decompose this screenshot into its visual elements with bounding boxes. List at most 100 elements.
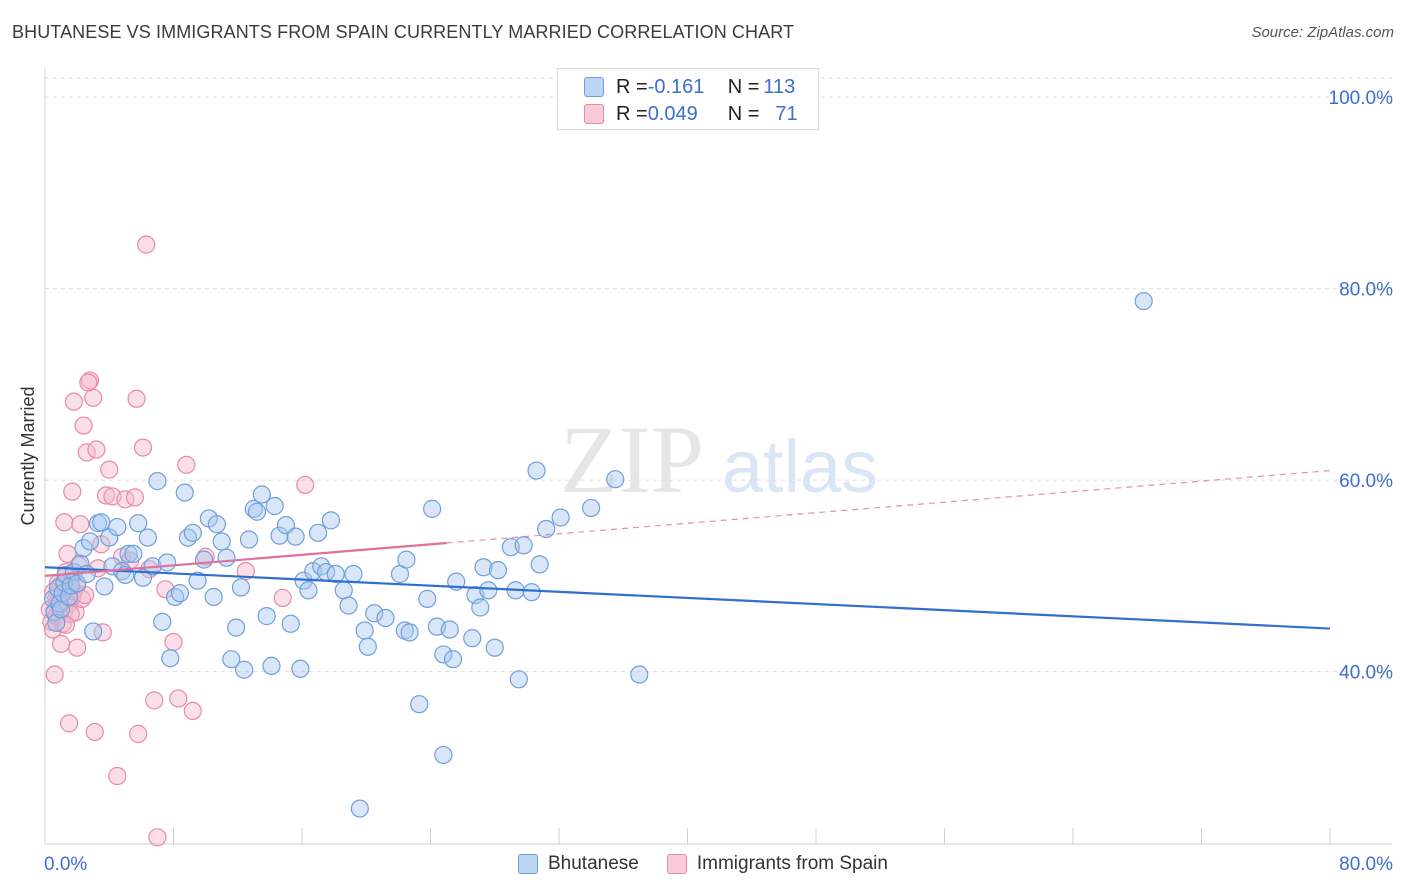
legend-swatch-blue	[518, 854, 538, 874]
data-point-bhutanese	[222, 650, 241, 669]
data-point-bhutanese	[47, 613, 66, 632]
data-point-spain	[100, 460, 119, 479]
data-point-bhutanese	[410, 695, 429, 714]
data-point-bhutanese	[299, 581, 318, 600]
data-point-bhutanese	[217, 548, 236, 567]
data-point-spain	[164, 632, 183, 652]
data-point-bhutanese	[207, 515, 226, 534]
series-legend: Bhutanese Immigrants from Spain	[0, 850, 1406, 878]
data-point-spain	[63, 482, 82, 501]
data-point-bhutanese	[423, 499, 442, 518]
data-point-bhutanese	[434, 745, 453, 765]
data-point-spain	[133, 438, 153, 457]
data-point-bhutanese	[440, 620, 459, 639]
data-point-bhutanese	[1134, 291, 1153, 311]
legend-item-spain: Immigrants from Spain	[666, 853, 888, 875]
data-point-bhutanese	[61, 576, 80, 595]
data-point-bhutanese	[397, 550, 416, 569]
data-point-bhutanese	[108, 517, 127, 537]
trend-line-bhutanese	[44, 566, 1331, 630]
legend-swatch-pink	[584, 104, 604, 124]
watermark: ZIP atlas	[560, 406, 878, 513]
data-point-bhutanese	[257, 607, 276, 626]
data-point-bhutanese	[509, 670, 528, 689]
correlation-legend: R = -0.161 N = 113 R = 0.049 N = 71	[557, 68, 819, 130]
y-tick-label: 40.0%	[1339, 663, 1393, 684]
y-tick-label: 100.0%	[1329, 88, 1394, 109]
watermark-atlas: atlas	[722, 425, 878, 508]
data-point-bhutanese	[400, 623, 419, 642]
legend-item-bhutanese: Bhutanese	[518, 853, 639, 875]
data-point-bhutanese	[270, 526, 289, 545]
data-point-bhutanese	[231, 578, 251, 597]
data-point-spain	[236, 562, 255, 581]
legend-n-label: N =	[727, 102, 760, 125]
source-label: Source: ZipAtlas.com	[1251, 24, 1394, 41]
data-point-bhutanese	[606, 470, 625, 489]
legend-n-value: 113	[763, 75, 796, 98]
legend-r-label: R =	[616, 75, 648, 98]
data-point-spain	[51, 634, 71, 653]
data-point-bhutanese	[204, 587, 223, 607]
y-tick-label: 60.0%	[1339, 471, 1393, 492]
legend-label-bhutanese: Bhutanese	[548, 853, 639, 874]
tick-labels: 100.0% 80.0% 60.0% 40.0% 0.0% 80.0%	[44, 88, 1393, 875]
data-point-spain	[177, 455, 196, 474]
legend-n-label: N =	[727, 75, 760, 98]
data-point-bhutanese	[119, 544, 138, 563]
legend-r-label: R =	[616, 102, 648, 125]
data-point-bhutanese	[212, 532, 231, 551]
data-point-spain	[137, 235, 156, 254]
data-point-bhutanese	[471, 598, 490, 617]
y-axis-label: Currently Married	[18, 386, 38, 525]
data-point-bhutanese	[95, 577, 114, 596]
data-point-spain	[45, 665, 64, 684]
data-point-bhutanese	[358, 637, 377, 656]
data-point-bhutanese	[194, 550, 214, 569]
data-point-bhutanese	[485, 638, 504, 657]
data-point-bhutanese	[474, 558, 493, 577]
legend-row-spain: R = 0.049 N = 71	[558, 101, 818, 127]
x-tick-label: 0.0%	[44, 854, 87, 875]
data-point-bhutanese	[153, 612, 172, 631]
data-point-spain	[79, 373, 98, 392]
data-point-bhutanese	[286, 527, 305, 546]
watermark-zip: ZIP	[560, 406, 704, 513]
trend-line-spain-dashed	[446, 469, 1331, 544]
data-point-bhutanese	[365, 604, 384, 623]
data-point-bhutanese	[418, 589, 437, 608]
data-point-spain	[156, 580, 175, 599]
data-point-spain	[148, 828, 167, 847]
data-point-bhutanese	[443, 650, 463, 669]
data-point-bhutanese	[479, 581, 498, 600]
data-point-bhutanese	[312, 557, 331, 576]
data-point-bhutanese	[522, 583, 541, 602]
data-point-bhutanese	[227, 618, 246, 637]
legend-r-value: -0.161	[647, 75, 705, 98]
series-bhutanese	[43, 291, 1153, 818]
data-point-spain	[96, 486, 116, 505]
legend-r-value: 0.049	[647, 102, 698, 125]
legend-row-bhutanese: R = -0.161 N = 113	[558, 74, 818, 100]
data-point-spain	[273, 588, 292, 608]
data-point-spain	[55, 513, 74, 532]
data-point-spain	[68, 638, 87, 657]
data-point-bhutanese	[291, 659, 310, 678]
data-point-bhutanese	[339, 596, 358, 615]
data-point-bhutanese	[92, 513, 111, 532]
data-point-bhutanese	[262, 656, 281, 676]
data-point-bhutanese	[68, 574, 87, 593]
data-point-bhutanese	[170, 584, 190, 603]
data-point-spain	[108, 766, 127, 786]
data-point-spain	[59, 714, 79, 733]
trend-line-spain	[44, 541, 447, 577]
data-point-bhutanese	[161, 649, 180, 668]
data-point-bhutanese	[281, 614, 300, 633]
chart-title: BHUTANESE VS IMMIGRANTS FROM SPAIN CURRE…	[12, 22, 795, 42]
data-point-bhutanese	[434, 645, 453, 664]
data-point-bhutanese	[326, 564, 345, 584]
data-point-spain	[169, 689, 188, 708]
legend-swatch-pink	[666, 854, 687, 874]
data-point-bhutanese	[247, 502, 267, 521]
